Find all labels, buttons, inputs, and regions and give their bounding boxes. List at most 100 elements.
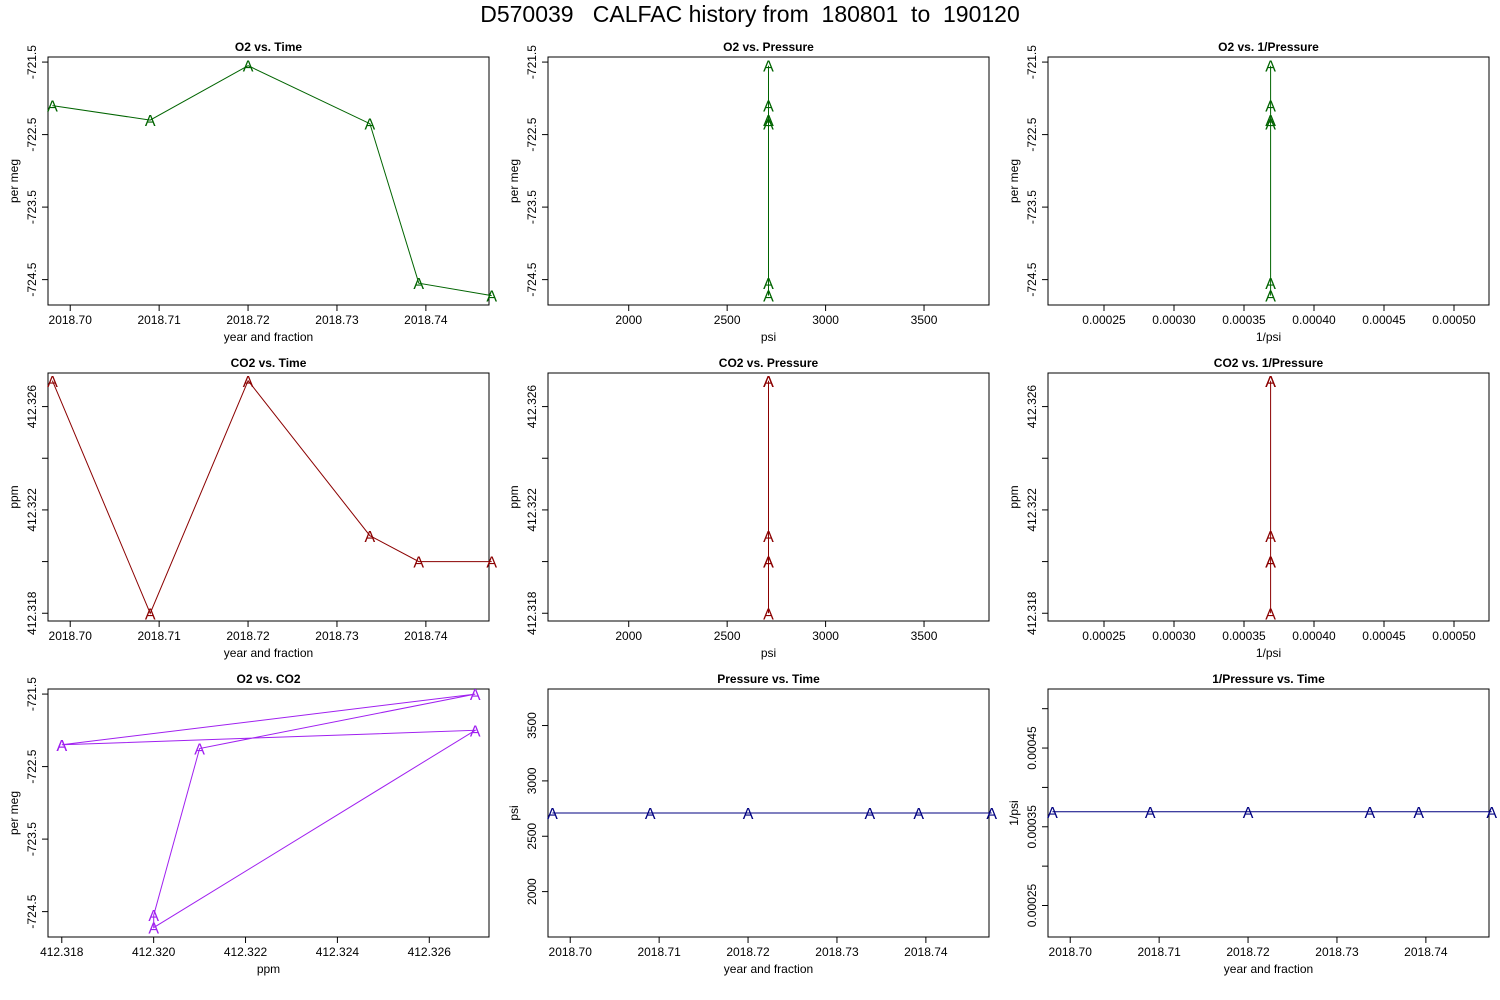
- chart-panel: O2 vs. CO2 412.318 412.320 412.322 412.324 41…: [7, 672, 490, 976]
- data-point-marker: A: [365, 117, 376, 134]
- x-tick-label: 412.322: [224, 945, 268, 959]
- y-tick-label: 412.318: [525, 591, 539, 635]
- y-tick-label: -723.5: [25, 822, 39, 856]
- data-point-marker: A: [1243, 805, 1254, 822]
- data-point-marker: A: [763, 606, 774, 623]
- data-point-marker: A: [1265, 374, 1276, 391]
- x-axis-label: psi: [761, 646, 776, 660]
- data-point-marker: A: [645, 806, 656, 823]
- x-tick-label: 0.00050: [1432, 313, 1476, 327]
- data-point-marker: A: [1265, 59, 1276, 76]
- data-point-marker: A: [763, 555, 774, 572]
- y-tick-label: -724.5: [1025, 262, 1039, 296]
- chart-panel: CO2 vs. Time 2018.70 2018.71 2018.72 2018.73…: [7, 356, 497, 660]
- y-tick-label: -721.5: [525, 45, 539, 79]
- data-point-marker: A: [1265, 555, 1276, 572]
- chart-title: CO2 vs. Time: [231, 356, 307, 370]
- chart-title: 1/Pressure vs. Time: [1212, 672, 1325, 686]
- x-tick-label: 2018.72: [726, 945, 770, 959]
- data-point-marker: A: [986, 806, 997, 823]
- y-tick-label: -724.5: [25, 894, 39, 928]
- y-axis-label: per meg: [507, 159, 521, 203]
- data-point-marker: A: [1265, 276, 1276, 293]
- x-tick-label: 0.00035: [1222, 313, 1266, 327]
- chart-panel: CO2 vs. Pressure 2000 2500 3000 3500 psi 412.3…: [507, 356, 990, 660]
- x-tick-label: 0.00050: [1432, 629, 1476, 643]
- x-tick-label: 2018.73: [315, 629, 359, 643]
- x-tick-label: 2018.74: [404, 629, 448, 643]
- x-tick-label: 2018.74: [1404, 945, 1448, 959]
- data-point-marker: A: [243, 59, 254, 76]
- x-axis-label: 1/psi: [1256, 646, 1281, 660]
- x-axis-label: ppm: [257, 962, 280, 976]
- x-tick-label: 3500: [911, 313, 938, 327]
- data-point-marker: A: [243, 374, 254, 391]
- data-point-marker: A: [913, 806, 924, 823]
- chart-panel: O2 vs. Pressure 2000 2500 3000 3500 psi -721.5…: [507, 40, 990, 344]
- data-point-marker: A: [743, 806, 754, 823]
- x-tick-label: 2018.73: [1315, 945, 1359, 959]
- data-point-marker: A: [763, 117, 774, 134]
- y-axis-label: 1/psi: [1007, 800, 1021, 825]
- data-point-marker: A: [194, 741, 205, 758]
- x-axis-label: year and fraction: [224, 646, 313, 660]
- plot-frame: [47, 688, 490, 938]
- x-tick-label: 3500: [911, 629, 938, 643]
- data-point-marker: A: [763, 99, 774, 116]
- data-point-marker: A: [413, 276, 424, 293]
- x-tick-label: 2000: [615, 629, 642, 643]
- x-tick-label: 412.326: [408, 945, 452, 959]
- series-line: [52, 65, 492, 297]
- x-axis-label: year and fraction: [724, 962, 813, 976]
- data-point-marker: A: [1365, 805, 1376, 822]
- x-tick-label: 2018.70: [49, 629, 93, 643]
- x-tick-label: 2018.72: [1226, 945, 1270, 959]
- data-point-marker: A: [1145, 805, 1156, 822]
- y-tick-label: 0.00035: [1025, 805, 1039, 849]
- data-point-marker: A: [763, 374, 774, 391]
- data-point-marker: A: [1265, 374, 1276, 391]
- y-tick-label: -723.5: [1025, 190, 1039, 224]
- series-line: [51, 379, 492, 615]
- plot-frame: [1047, 688, 1490, 938]
- plot-frame: [547, 56, 990, 306]
- data-point-marker: A: [1486, 805, 1497, 822]
- data-point-marker: A: [763, 289, 774, 306]
- data-point-marker: A: [145, 113, 156, 130]
- chart-panel: Pressure vs. Time 2018.70 2018.71 2018.72 20…: [507, 672, 997, 976]
- x-tick-label: 2018.71: [137, 313, 181, 327]
- data-point-marker: A: [56, 738, 67, 755]
- data-point-marker: A: [763, 113, 774, 130]
- y-tick-label: 2000: [525, 878, 539, 905]
- data-point-marker: A: [470, 723, 481, 740]
- x-tick-label: 2000: [615, 313, 642, 327]
- x-tick-label: 0.00025: [1082, 313, 1126, 327]
- page-title: D570039 CALFAC history from 180801 to 19…: [480, 1, 1020, 27]
- data-point-marker: A: [486, 289, 497, 306]
- plot-frame: [547, 372, 990, 622]
- y-tick-label: -724.5: [525, 262, 539, 296]
- x-tick-label: 2018.72: [226, 629, 270, 643]
- data-point-marker: A: [1047, 805, 1058, 822]
- data-point-marker: A: [413, 555, 424, 572]
- y-tick-label: 412.326: [1025, 385, 1039, 429]
- x-tick-label: 2018.73: [315, 313, 359, 327]
- y-tick-label: -722.5: [25, 117, 39, 151]
- y-tick-label: 3000: [525, 767, 539, 794]
- x-tick-label: 2500: [714, 629, 741, 643]
- data-point-marker: A: [145, 606, 156, 623]
- y-tick-label: 412.318: [25, 591, 39, 635]
- data-point-marker: A: [365, 529, 376, 546]
- x-tick-label: 2018.70: [549, 945, 593, 959]
- y-axis-label: per meg: [7, 159, 21, 203]
- data-point-marker: A: [763, 59, 774, 76]
- chart-title: O2 vs. CO2: [236, 672, 300, 686]
- series-line: [61, 693, 478, 929]
- x-tick-label: 0.00045: [1362, 313, 1406, 327]
- y-tick-label: -722.5: [25, 749, 39, 783]
- x-tick-label: 2018.71: [637, 945, 681, 959]
- x-tick-label: 0.00045: [1362, 629, 1406, 643]
- data-point-marker: A: [763, 374, 774, 391]
- y-axis-label: psi: [507, 805, 521, 820]
